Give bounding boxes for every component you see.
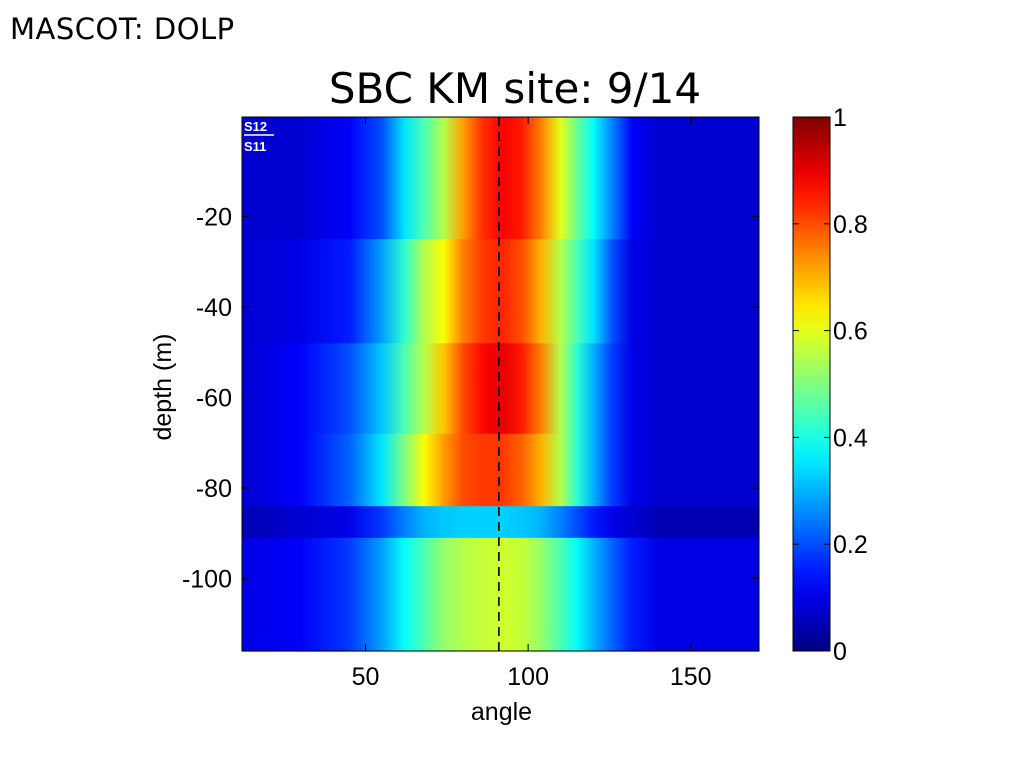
- y-axis-label: depth (m): [149, 334, 177, 441]
- chart-title: SBC KM site: 9/14: [328, 64, 702, 113]
- plot-area: [242, 117, 759, 652]
- plot-frame: [241, 116, 760, 652]
- depth-band: [242, 343, 759, 435]
- depth-band: [242, 537, 759, 652]
- colorbar: 0 0.2 0.4 0.6 0.8 1: [792, 104, 868, 666]
- axes: 50 100 150 -20 -40 -60 -80 -100 angle depth (m) S1…: [149, 116, 760, 726]
- colorbar-tick-label: 0.4: [833, 424, 868, 452]
- colorbar-tick-label: 0: [833, 638, 847, 666]
- depth-band: [242, 117, 759, 240]
- depth-band: [242, 433, 759, 507]
- colorbar-tick-label: 0.8: [833, 211, 868, 239]
- x-tick-label: 100: [507, 663, 549, 691]
- y-tick-label: -100: [182, 566, 232, 594]
- y-tick-label: -20: [196, 204, 232, 232]
- y-tick-label: -40: [196, 294, 232, 322]
- colorbar-tick-label: 0.2: [833, 531, 868, 559]
- depth-band: [242, 239, 759, 344]
- colorbar-tick-label: 1: [833, 104, 847, 132]
- colorbar-scale: [792, 116, 831, 652]
- depth-band: [242, 506, 759, 539]
- x-axis-label: angle: [471, 698, 532, 726]
- y-tick-label: -60: [196, 385, 232, 413]
- ratio-denominator: S11: [244, 139, 266, 154]
- slide-header: MASCOT: DOLP: [10, 12, 235, 46]
- colorbar-tick-label: 0.6: [833, 318, 868, 346]
- y-tick-label: -80: [196, 475, 232, 503]
- x-tick-label: 150: [670, 663, 712, 691]
- x-tick-label: 50: [352, 663, 380, 691]
- ratio-numerator: S12: [244, 119, 267, 134]
